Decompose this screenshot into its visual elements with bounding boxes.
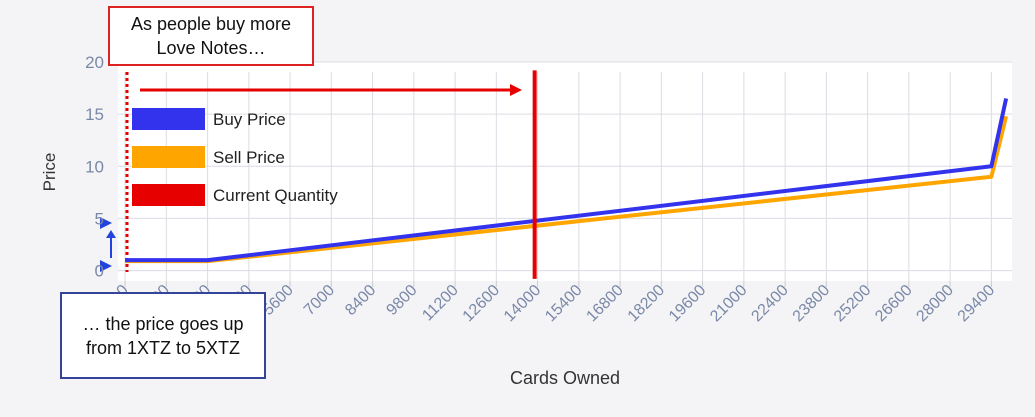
x-tick-label: 26600: [872, 282, 916, 326]
legend-swatch: [132, 146, 205, 168]
series-line: [125, 98, 1009, 263]
x-tick-label: 8400: [342, 282, 379, 319]
legend-swatch: [132, 108, 205, 130]
x-tick-label: 7000: [301, 282, 338, 319]
plot-area: [118, 62, 1012, 281]
y-tick-label: 0: [95, 262, 104, 281]
legend-label: Current Quantity: [213, 186, 338, 205]
x-tick-label: 23800: [790, 282, 834, 326]
x-tick-label: 19600: [666, 282, 710, 326]
x-tick-label: 28000: [913, 282, 957, 326]
annotation-top: As people buy more Love Notes…: [108, 6, 314, 66]
x-tick-label: 11200: [419, 282, 462, 325]
x-tick-label: 21000: [707, 282, 751, 326]
legend-label: Sell Price: [213, 148, 285, 167]
x-tick-label: 29400: [955, 282, 999, 326]
x-tick-label: 22400: [748, 282, 792, 326]
arrow-head: [510, 84, 522, 96]
y-tick-label: 10: [85, 157, 104, 176]
x-tick-label: 15400: [542, 282, 586, 326]
x-tick-label: 12600: [460, 282, 504, 326]
x-tick-label: 18200: [625, 282, 669, 326]
marker-5: [100, 217, 112, 229]
x-tick-label: 25200: [831, 282, 875, 326]
y-tick-label: 20: [85, 53, 104, 72]
legend-swatch: [132, 184, 205, 206]
up-arrow-head: [106, 230, 116, 238]
y-axis-title: Price: [40, 153, 59, 192]
x-axis-title: Cards Owned: [510, 368, 620, 388]
legend-label: Buy Price: [213, 110, 286, 129]
annotation-bottom: … the price goes up from 1XTZ to 5XTZ: [60, 292, 266, 379]
x-tick-label: 16800: [583, 282, 627, 326]
y-tick-label: 5: [95, 209, 104, 228]
y-tick-label: 15: [85, 105, 104, 124]
x-tick-label: 14000: [501, 282, 545, 326]
x-tick-label: 9800: [383, 282, 420, 319]
marker-0: [100, 260, 112, 272]
